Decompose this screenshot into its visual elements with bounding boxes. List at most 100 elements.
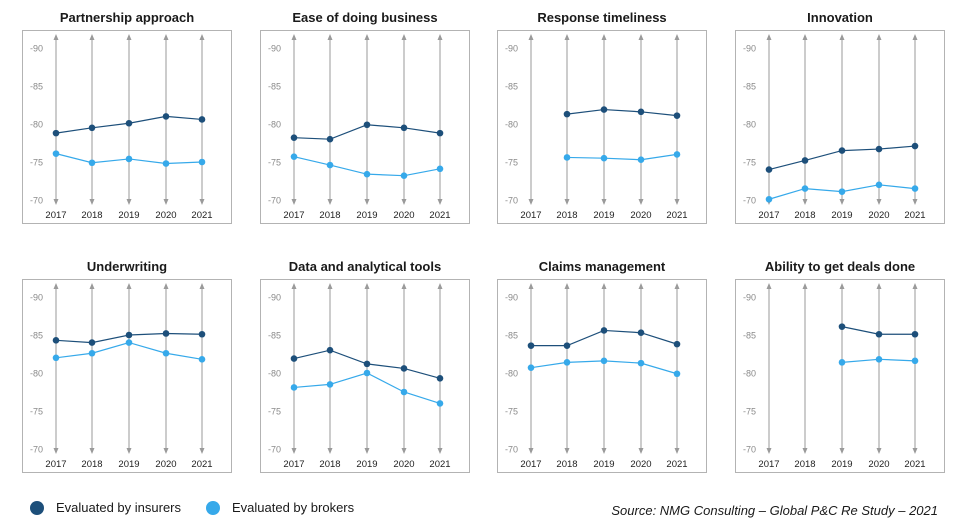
- axis-arrowhead-bottom: [327, 199, 333, 205]
- y-tick-label: -85: [743, 82, 756, 92]
- axis-arrowhead-top: [912, 34, 918, 40]
- axis-arrowhead-top: [766, 283, 772, 289]
- plot-frame: [735, 279, 945, 473]
- y-tick-label: -75: [505, 407, 518, 417]
- axis-arrowhead-bottom: [126, 199, 132, 205]
- series-brokers-point: [52, 354, 60, 362]
- series-insurers-point: [875, 145, 883, 153]
- y-tick-label: -80: [743, 369, 756, 379]
- y-tick-label: -80: [268, 369, 281, 379]
- series-insurers-point: [88, 124, 96, 132]
- series-brokers-point: [637, 156, 645, 164]
- series-brokers-point: [125, 155, 133, 163]
- legend-item-brokers: Evaluated by brokers: [206, 500, 354, 515]
- chart-panel-innovation: Innovation -90 -85 -80 -75 -70 2017 2018 2019 20…: [735, 10, 945, 225]
- series-insurers-point: [400, 365, 408, 372]
- series-insurers-point: [637, 108, 645, 116]
- axis-arrowhead-top: [528, 283, 534, 289]
- legend-label-brokers: Evaluated by brokers: [232, 500, 355, 515]
- x-tick-label: 2019: [831, 210, 852, 221]
- panel-title: Innovation: [807, 10, 873, 25]
- x-tick-label: 2021: [904, 210, 925, 221]
- y-tick-label: -80: [505, 369, 518, 379]
- axis-arrowhead-bottom: [163, 448, 169, 454]
- axis-arrowhead-top: [802, 283, 808, 289]
- x-tick-label: 2021: [666, 459, 687, 470]
- series-brokers-point: [326, 161, 334, 169]
- series-brokers-point: [363, 369, 371, 377]
- x-tick-label: 2017: [758, 210, 779, 221]
- series-insurers-point: [400, 124, 408, 132]
- series-brokers-point: [436, 400, 444, 407]
- series-brokers-point: [911, 185, 919, 192]
- series-brokers-point: [563, 359, 571, 366]
- axis-arrowhead-bottom: [802, 199, 808, 205]
- axis-arrowhead-top: [327, 34, 333, 40]
- chart-panel-ease-of-doing-business: Ease of doing business -90 -85 -80 -75 -70 20…: [260, 10, 470, 225]
- axis-arrowhead-top: [291, 34, 297, 40]
- y-tick-label: -75: [30, 407, 43, 417]
- y-tick-label: -90: [268, 293, 281, 303]
- x-tick-label: 2020: [155, 459, 176, 470]
- x-tick-label: 2019: [118, 210, 139, 221]
- axis-arrowhead-bottom: [437, 448, 443, 454]
- axis-arrowhead-top: [674, 34, 680, 40]
- source-note: Source: NMG Consulting – Global P&C Re S…: [611, 503, 938, 518]
- series-insurers-point: [125, 331, 133, 339]
- chart-panel-claims-management: Claims management -90 -85 -80 -75 -70 2017 201…: [497, 259, 707, 474]
- y-tick-label: -85: [743, 331, 756, 341]
- axis-arrowhead-top: [327, 283, 333, 289]
- axis-arrowhead-bottom: [291, 199, 297, 205]
- chart-panel-ability-to-get-deals-done: Ability to get deals done -90 -85 -80 -75 -7…: [735, 259, 945, 474]
- axis-arrowhead-top: [601, 34, 607, 40]
- panel-title: Partnership approach: [59, 10, 195, 25]
- y-tick-label: -70: [505, 445, 518, 455]
- series-brokers-point: [88, 349, 96, 357]
- series-insurers-point: [600, 327, 608, 334]
- axis-arrowhead-top: [401, 283, 407, 289]
- y-tick-label: -75: [30, 158, 43, 168]
- series-brokers-point: [290, 153, 298, 160]
- x-tick-label: 2020: [630, 459, 651, 470]
- y-tick-label: -70: [30, 196, 43, 206]
- series-insurers-line: [566, 108, 678, 117]
- series-brokers-point: [801, 185, 809, 192]
- series-brokers-point: [673, 151, 681, 158]
- axis-arrowhead-bottom: [327, 448, 333, 454]
- series-insurers-point: [637, 329, 645, 337]
- axis-arrowhead-top: [291, 283, 297, 289]
- series-insurers-point: [125, 119, 133, 127]
- axis-arrowhead-bottom: [89, 199, 95, 205]
- legend-marker-brokers: [206, 500, 220, 515]
- axis-arrowhead-top: [802, 34, 808, 40]
- axis-arrowhead-bottom: [364, 448, 370, 454]
- axis-arrowhead-top: [766, 34, 772, 40]
- series-insurers-point: [911, 330, 919, 338]
- x-tick-label: 2020: [155, 210, 176, 221]
- y-tick-label: -90: [30, 44, 43, 54]
- series-insurers-point: [290, 134, 298, 141]
- y-tick-label: -85: [30, 331, 43, 341]
- y-tick-label: -85: [268, 82, 281, 92]
- series-insurers-point: [326, 135, 334, 143]
- axis-arrowhead-bottom: [126, 448, 132, 454]
- x-tick-label: 2018: [794, 459, 815, 470]
- series-brokers-point: [162, 160, 170, 167]
- axis-arrowhead-bottom: [528, 448, 534, 454]
- plot-frame: [497, 279, 707, 473]
- y-tick-label: -80: [743, 120, 756, 130]
- chart-panel-response-timeliness: Response timeliness -90 -85 -80 -75 -70 2017 2…: [497, 10, 707, 225]
- series-brokers-point: [363, 170, 371, 178]
- series-insurers-point: [527, 342, 535, 349]
- y-tick-label: -90: [505, 44, 518, 54]
- y-tick-label: -80: [30, 369, 43, 379]
- axis-arrowhead-top: [163, 34, 169, 40]
- series-insurers-point: [198, 116, 206, 123]
- panel-title: Data and analytical tools: [288, 259, 442, 274]
- series-brokers-point: [875, 356, 883, 363]
- series-insurers-point: [563, 110, 571, 118]
- axis-arrowhead-bottom: [401, 199, 407, 205]
- x-tick-label: 2017: [45, 210, 66, 221]
